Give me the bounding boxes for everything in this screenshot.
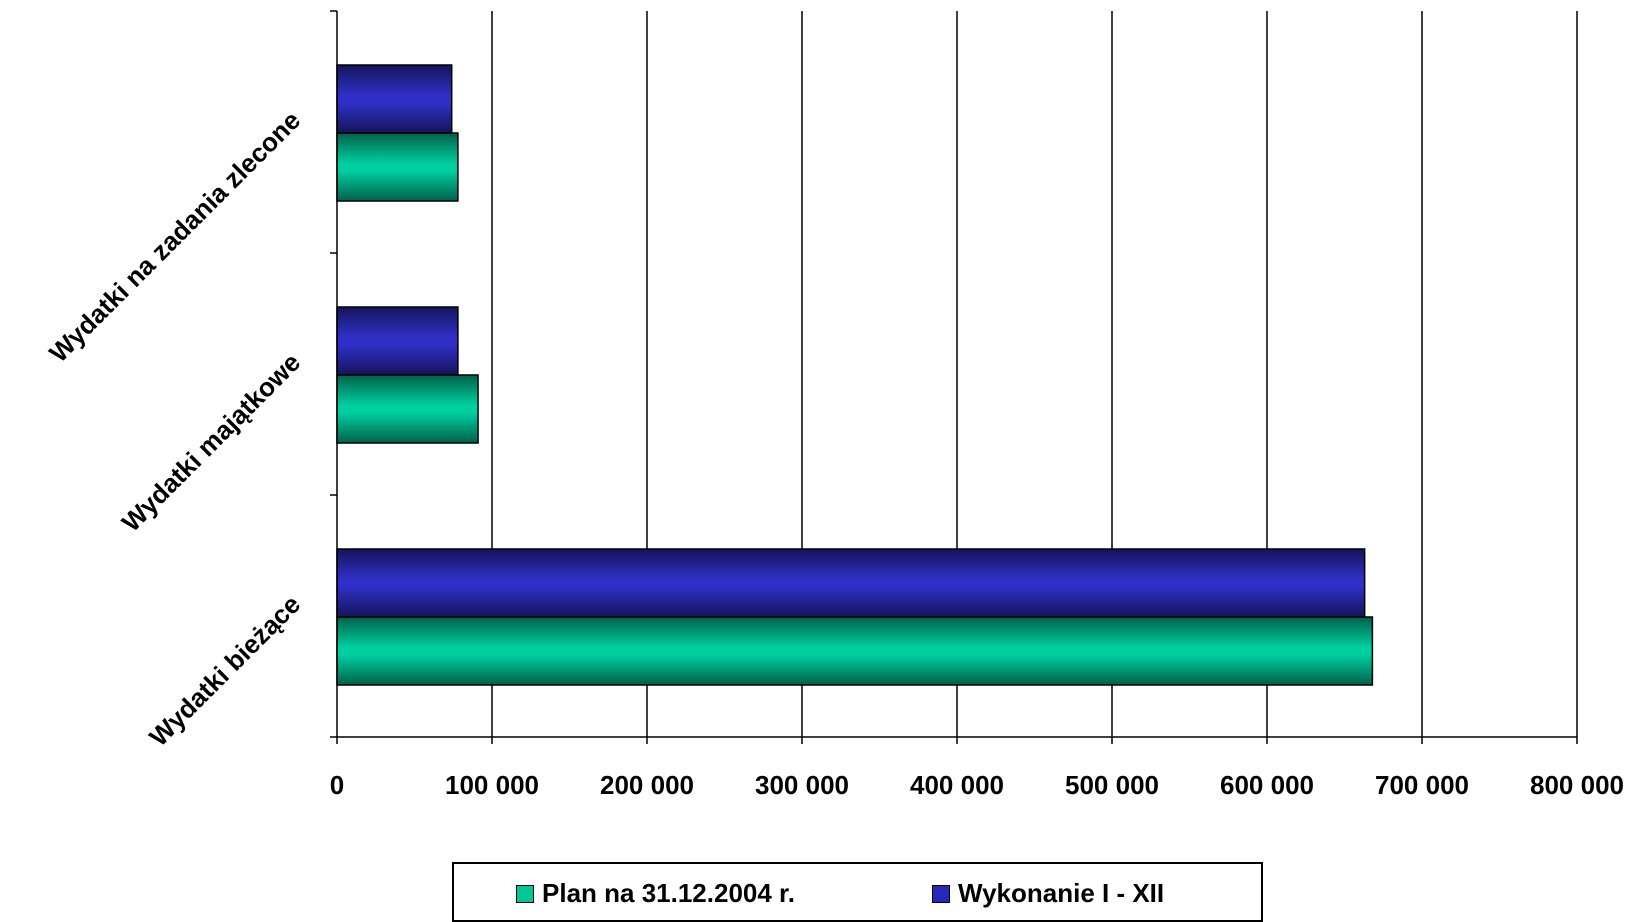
legend-swatch-plan [516, 884, 534, 903]
x-tick-labels: 0 100 000 200 000 300 000 400 000 500 000 600 … [330, 770, 1624, 800]
bar-wykonanie-0 [336, 548, 1366, 618]
legend-item-plan: Plan na 31.12.2004 r. [516, 878, 795, 909]
bar-plan-2 [336, 132, 459, 202]
x-tick-label-1: 100 000 [445, 770, 539, 800]
legend-swatch-wykonanie [932, 884, 950, 903]
category-labels: Wydatki bieżące Wydatki majątkoweWydatki … [43, 105, 306, 752]
x-tick-label-5: 500 000 [1065, 770, 1159, 800]
bar-wykonanie-2 [336, 64, 453, 134]
x-tick-label-4: 400 000 [910, 770, 1004, 800]
category-label-0: Wydatki bieżące [143, 589, 306, 752]
legend-item-wykonanie: Wykonanie I - XII [932, 878, 1164, 909]
category-label-2: Wydatki na zadania zlecone [43, 105, 306, 368]
x-tick-label-3: 300 000 [755, 770, 849, 800]
x-tick-label-0: 0 [330, 770, 344, 800]
axes [330, 10, 1578, 744]
x-tick-label-8: 800 000 [1530, 770, 1624, 800]
bar-plan-0 [336, 616, 1374, 686]
gridlines [491, 11, 1578, 737]
category-label-1: Wydatki majątkowe [116, 347, 306, 537]
x-tick-label-7: 700 000 [1375, 770, 1469, 800]
bar-wykonanie-1 [336, 306, 459, 376]
legend-label-plan: Plan na 31.12.2004 r. [542, 878, 795, 908]
legend-label-wykonanie: Wykonanie I - XII [958, 878, 1165, 908]
legend: Plan na 31.12.2004 r. Wykonanie I - XII [452, 862, 1263, 922]
x-tick-label-2: 200 000 [600, 770, 694, 800]
x-tick-label-6: 600 000 [1220, 770, 1314, 800]
bar-plan-1 [336, 374, 479, 444]
